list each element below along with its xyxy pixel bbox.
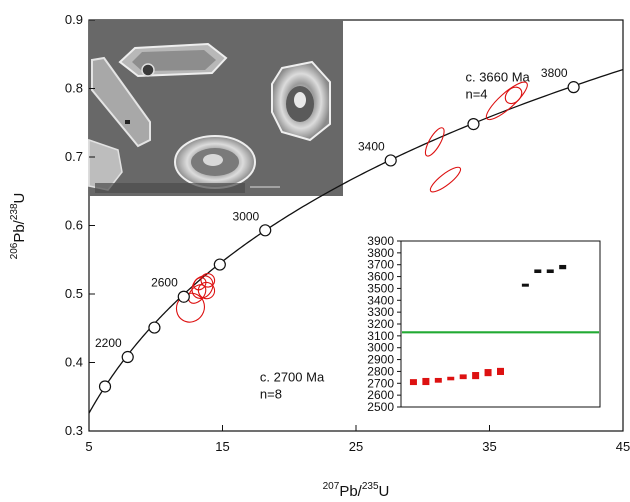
y-tick-label: 0.4 — [65, 355, 83, 370]
concordia-age-markers — [98, 81, 580, 393]
error-ellipse — [504, 86, 523, 105]
x-axis-ticks: 5 15 25 35 45 — [85, 425, 630, 454]
inset-age-point — [434, 377, 442, 383]
concordia-marker — [98, 380, 112, 393]
error-ellipse — [429, 166, 462, 193]
x-tick-label: 45 — [616, 439, 630, 454]
error-ellipse — [424, 127, 445, 157]
inset-y-axis-ticks: 2500260027002800290030003100320033003400… — [367, 234, 401, 414]
inset-age-point — [497, 367, 504, 375]
annotation-line: n=8 — [260, 387, 282, 402]
error-ellipse — [175, 292, 205, 323]
inset-tick-label: 2500 — [367, 400, 394, 414]
concordia-marker — [259, 224, 272, 237]
y-tick-label: 0.8 — [65, 81, 83, 96]
y-axis-title: 206Pb/238U — [9, 193, 28, 260]
zircon-grain-3 — [271, 60, 331, 142]
inset-tick-label: 2600 — [367, 388, 394, 402]
concordia-age-label: 2600 — [151, 276, 178, 290]
inset-age-point — [422, 377, 430, 386]
inset-age-point — [447, 376, 455, 381]
zircon-photomicrograph-inset — [88, 20, 343, 196]
concordia-marker — [148, 321, 161, 334]
inset-age-point — [409, 379, 417, 386]
y-tick-label: 0.6 — [65, 218, 83, 233]
zircon-grain-1 — [118, 42, 228, 78]
inset-tick-label: 3100 — [367, 329, 394, 343]
y-tick-label: 0.9 — [65, 12, 83, 27]
inset-tick-label: 3200 — [367, 317, 394, 331]
x-tick-label: 15 — [215, 439, 229, 454]
inset-tick-label: 3900 — [367, 234, 394, 248]
inset-tick-label: 2800 — [367, 364, 394, 378]
y-tick-label: 0.7 — [65, 149, 83, 164]
y-tick-label: 0.3 — [65, 423, 83, 438]
inset-age-points — [409, 264, 567, 386]
annotation-line: c. 2700 Ma — [260, 370, 325, 385]
inset-tick-label: 3800 — [367, 246, 394, 260]
inset-tick-label: 2900 — [367, 353, 394, 367]
error-ellipse — [485, 81, 528, 121]
inset-age-point — [559, 264, 567, 270]
concordia-marker — [567, 81, 580, 94]
inset-tick-label: 2700 — [367, 376, 394, 390]
concordia-curve — [89, 68, 623, 415]
inset-age-point — [459, 374, 467, 380]
error-ellipses — [175, 81, 528, 323]
inset-tick-label: 3400 — [367, 293, 394, 307]
concordia-age-label: 3400 — [358, 139, 385, 153]
concordia-marker — [177, 290, 190, 303]
x-tick-label: 35 — [482, 439, 496, 454]
annotation-line: c. 3660 Ma — [465, 70, 530, 85]
y-tick-label: 0.5 — [65, 286, 83, 301]
x-axis-title: 207Pb/235U — [323, 481, 390, 500]
inset-age-point — [472, 372, 480, 380]
inset-tick-label: 3500 — [367, 281, 394, 295]
concordia-marker — [213, 258, 226, 271]
concordia-age-label: 2200 — [95, 336, 122, 350]
inset-tick-label: 3700 — [367, 258, 394, 272]
inset-frame — [400, 240, 601, 408]
inset-age-point — [484, 369, 492, 377]
error-ellipse — [193, 277, 207, 291]
zircon-grain-4 — [174, 135, 256, 189]
inset-age-point — [521, 283, 529, 287]
concordia-age-label: 3000 — [233, 209, 260, 223]
inset-tick-label: 3300 — [367, 305, 394, 319]
concordia-marker — [467, 118, 480, 131]
concordia-age-labels: 2200 2600 3000 3400 3800 — [95, 66, 568, 350]
zircon-grain-5 — [88, 138, 123, 191]
inset-tick-label: 3600 — [367, 270, 394, 284]
zircon-grain-2 — [91, 56, 151, 148]
annotation-line: n=4 — [465, 87, 487, 102]
inset-age-chart: 2500260027002800290030003100320033003400… — [367, 234, 601, 414]
y-axis-ticks: 0.3 0.4 0.5 0.6 0.7 0.8 0.9 — [65, 12, 95, 438]
inset-age-point — [534, 269, 542, 274]
concordia-marker — [121, 350, 134, 364]
concordia-marker — [384, 154, 397, 167]
x-tick-label: 25 — [349, 439, 363, 454]
age-annotations: c. 3660 Ma n=4 c. 2700 Ma n=8 — [260, 70, 531, 402]
inset-tick-label: 3000 — [367, 341, 394, 355]
inset-age-point — [546, 269, 554, 274]
x-tick-label: 5 — [85, 439, 92, 454]
error-ellipse — [200, 273, 216, 288]
concordia-age-label: 3800 — [541, 66, 568, 80]
